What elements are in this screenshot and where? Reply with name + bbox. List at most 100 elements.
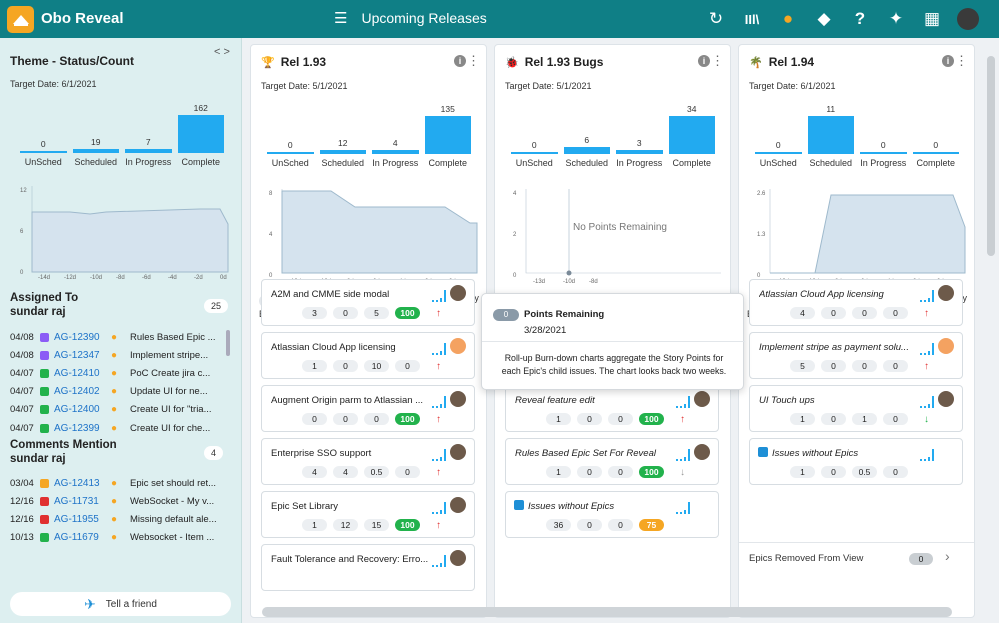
- status-bar[interactable]: [616, 150, 663, 154]
- list-icon[interactable]: ☰: [334, 10, 348, 27]
- info-icon[interactable]: i: [454, 55, 466, 67]
- assignee-avatar[interactable]: [938, 338, 954, 354]
- epic-card[interactable]: Rules Based Epic Set For Reveal 1 0 0 100 ↓: [505, 438, 719, 485]
- assignee-avatar[interactable]: [938, 391, 954, 407]
- status-bar[interactable]: [755, 152, 802, 154]
- issue-key-link[interactable]: AG-12413: [54, 477, 100, 489]
- more-icon[interactable]: ⋮: [467, 53, 480, 68]
- epic-title[interactable]: UI Touch ups: [759, 395, 815, 406]
- epic-title[interactable]: Fault Tolerance and Recovery: Erro...: [271, 554, 429, 565]
- epic-title[interactable]: Enterprise SSO support: [271, 448, 372, 459]
- epic-card[interactable]: Epic Set Library 1 12 15 100 ↑: [261, 491, 475, 538]
- epic-card[interactable]: Implement stripe as payment solu... 5 0 0 0 ↑: [749, 332, 963, 379]
- assigned-scrollbar[interactable]: [226, 330, 230, 356]
- list-item[interactable]: 12/16 AG-11955 ● Missing default ale...: [10, 510, 225, 528]
- epics-removed-label[interactable]: Epics Removed From View: [749, 553, 864, 564]
- epic-card[interactable]: Atlassian Cloud App licensing 4 0 0 0 ↑: [749, 279, 963, 326]
- status-bar[interactable]: [668, 116, 715, 154]
- collapse-icon[interactable]: < >: [214, 46, 230, 58]
- user-icon[interactable]: ●: [782, 9, 794, 28]
- epic-title[interactable]: Reveal feature edit: [515, 395, 595, 406]
- list-item[interactable]: 12/16 AG-11731 ● WebSocket - My v...: [10, 492, 225, 510]
- app-logo[interactable]: [7, 6, 34, 33]
- epic-card[interactable]: Enterprise SSO support 4 4 0.5 0 ↑: [261, 438, 475, 485]
- status-bar[interactable]: [912, 152, 959, 154]
- list-item[interactable]: 10/13 AG-11679 ● Websocket - Item ...: [10, 529, 225, 547]
- assignee-avatar[interactable]: [450, 285, 466, 301]
- issue-key-link[interactable]: AG-12410: [54, 367, 100, 379]
- column-title[interactable]: Rel 1.93 Bugs: [524, 55, 604, 69]
- epic-card[interactable]: Fault Tolerance and Recovery: Erro...: [261, 544, 475, 591]
- status-bar[interactable]: [125, 149, 172, 153]
- status-bar[interactable]: [372, 150, 419, 154]
- chevron-right-icon[interactable]: ›: [945, 548, 950, 564]
- tell-friend-button[interactable]: ✈ Tell a friend: [10, 592, 231, 616]
- assignee-avatar[interactable]: [450, 444, 466, 460]
- list-item[interactable]: 04/07 AG-12400 ● Create UI for "tria...: [10, 401, 225, 419]
- status-bar[interactable]: [424, 116, 471, 154]
- list-item[interactable]: 03/04 AG-12413 ● Epic set should ret...: [10, 474, 225, 492]
- magic-wand-icon[interactable]: ✦: [888, 9, 904, 28]
- assignee-avatar[interactable]: [450, 338, 466, 354]
- library-icon[interactable]: IIl\: [744, 11, 760, 27]
- assignee-avatar[interactable]: [694, 444, 710, 460]
- epic-title[interactable]: Atlassian Cloud App licensing: [759, 289, 884, 300]
- assignee-avatar[interactable]: [694, 391, 710, 407]
- epic-card[interactable]: Atlassian Cloud App licensing 1 0 10 0 ↑: [261, 332, 475, 379]
- epic-card[interactable]: Issues without Epics 1 0 0.5 0: [749, 438, 963, 485]
- info-icon[interactable]: i: [942, 55, 954, 67]
- assignee-avatar[interactable]: [938, 285, 954, 301]
- epic-title[interactable]: Issues without Epics: [528, 501, 615, 512]
- epic-title[interactable]: Implement stripe as payment solu...: [759, 342, 909, 353]
- avatar[interactable]: [957, 8, 979, 30]
- status-bar[interactable]: [72, 148, 119, 153]
- column-title[interactable]: Rel 1.93: [280, 55, 327, 69]
- issue-key-link[interactable]: AG-12399: [54, 422, 100, 434]
- epic-title[interactable]: Rules Based Epic Set For Reveal: [515, 448, 656, 459]
- status-bar[interactable]: [563, 147, 610, 154]
- epic-card[interactable]: UI Touch ups 1 0 1 0 ↓: [749, 385, 963, 432]
- more-icon[interactable]: ⋮: [955, 53, 968, 68]
- vertical-scrollbar[interactable]: [987, 56, 995, 256]
- status-bar[interactable]: [511, 152, 558, 154]
- epic-title[interactable]: A2M and CMME side modal: [271, 289, 390, 300]
- epic-card[interactable]: Augment Origin parm to Atlassian ... 0 0 0 1…: [261, 385, 475, 432]
- apps-grid-icon[interactable]: ▦: [923, 9, 941, 28]
- horizontal-scrollbar[interactable]: [262, 607, 952, 617]
- epic-card[interactable]: A2M and CMME side modal 3 0 5 100 ↑: [261, 279, 475, 326]
- epic-title[interactable]: Issues without Epics: [772, 448, 859, 459]
- status-bar[interactable]: [319, 150, 366, 154]
- issue-key-link[interactable]: AG-12347: [54, 349, 100, 361]
- list-item[interactable]: 04/07 AG-12402 ● Update UI for ne...: [10, 383, 225, 401]
- list-item[interactable]: 04/08 AG-12390 ● Rules Based Epic ...: [10, 328, 225, 346]
- chart-point[interactable]: [566, 270, 572, 276]
- column-title[interactable]: Rel 1.94: [768, 55, 815, 69]
- assignee-avatar[interactable]: [450, 550, 466, 566]
- issue-key-link[interactable]: AG-12402: [54, 386, 100, 398]
- epic-title[interactable]: Epic Set Library: [271, 501, 339, 512]
- issue-key-link[interactable]: AG-11731: [54, 495, 99, 507]
- issue-key-link[interactable]: AG-12390: [54, 331, 100, 343]
- issue-key-link[interactable]: AG-12400: [54, 404, 100, 416]
- list-item[interactable]: 04/07 AG-12410 ● PoC Create jira c...: [10, 364, 225, 382]
- status-bar[interactable]: [20, 151, 67, 153]
- status-bar[interactable]: [267, 152, 314, 154]
- assignee-avatar[interactable]: [450, 391, 466, 407]
- assignee-avatar[interactable]: [450, 497, 466, 513]
- info-icon[interactable]: i: [698, 55, 710, 67]
- diamond-icon[interactable]: ◆: [817, 9, 831, 28]
- issue-key-link[interactable]: AG-11955: [54, 513, 99, 525]
- epic-card[interactable]: Issues without Epics 36 0 0 75: [505, 491, 719, 538]
- list-item[interactable]: 04/08 AG-12347 ● Implement stripe...: [10, 346, 225, 364]
- status-bar[interactable]: [860, 152, 907, 154]
- refresh-icon[interactable]: ↻: [708, 9, 724, 28]
- more-icon[interactable]: ⋮: [711, 53, 724, 68]
- epic-title[interactable]: Augment Origin parm to Atlassian ...: [271, 395, 424, 406]
- epic-card[interactable]: Reveal feature edit 1 0 0 100 ↑: [505, 385, 719, 432]
- issue-key-link[interactable]: AG-11679: [54, 532, 99, 544]
- status-bar[interactable]: [807, 116, 854, 154]
- status-bar[interactable]: [177, 115, 224, 153]
- list-item[interactable]: 04/07 AG-12399 ● Create UI for che...: [10, 419, 225, 437]
- epic-title[interactable]: Atlassian Cloud App licensing: [271, 342, 396, 353]
- help-icon[interactable]: ?: [854, 9, 866, 28]
